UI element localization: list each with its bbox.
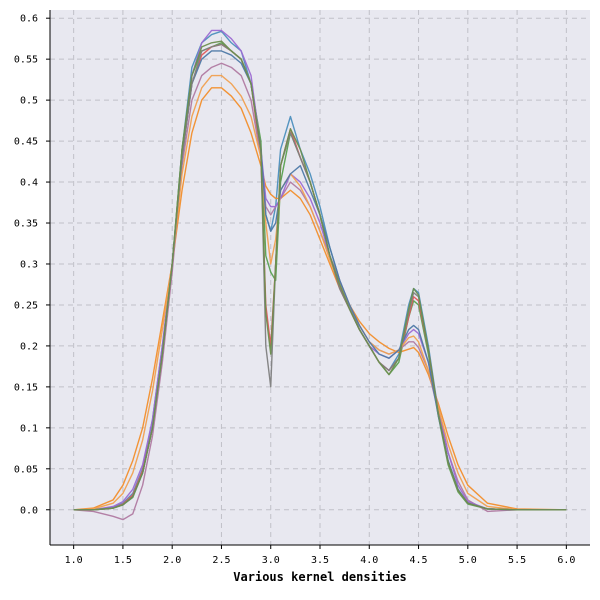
x-tick-label: 2.0 xyxy=(163,555,181,566)
series-line-2 xyxy=(73,87,567,511)
x-tick-label: 1.5 xyxy=(114,555,132,566)
y-tick-label: 0.4 xyxy=(20,178,38,189)
y-tick-label: 0.5 xyxy=(20,96,38,107)
x-tick-label: 1.0 xyxy=(65,555,83,566)
y-tick-labels: 0.0 0.05 0.1 0.15 0.2 0.25 0.3 0.35 0.4 0.45 0.5 0.… xyxy=(14,14,50,516)
y-tick-label: 0.1 xyxy=(20,423,38,434)
x-tick-labels: 1.0 1.5 2.0 2.5 3.0 3.5 4.0 4.5 5.0 5.5 6.0 xyxy=(65,545,575,566)
x-tick-label: 2.5 xyxy=(212,555,230,566)
grid-lines xyxy=(50,10,590,545)
y-tick-label: 0.55 xyxy=(14,55,38,66)
y-tick-label: 0.15 xyxy=(14,382,38,393)
x-axis-title: Various kernel densities xyxy=(233,570,406,584)
x-tick-label: 3.0 xyxy=(262,555,280,566)
y-tick-label: 0.3 xyxy=(20,259,38,270)
x-tick-label: 5.5 xyxy=(508,555,526,566)
y-tick-label: 0.2 xyxy=(20,341,38,352)
y-tick-label: 0.25 xyxy=(14,300,38,311)
y-tick-label: 0.45 xyxy=(14,137,38,148)
series-line-10 xyxy=(73,40,567,511)
x-tick-label: 5.0 xyxy=(459,555,477,566)
y-tick-label: 0.35 xyxy=(14,219,38,230)
y-tick-label: 0.0 xyxy=(20,505,38,516)
series-lines xyxy=(73,29,567,521)
x-tick-label: 6.0 xyxy=(557,555,575,566)
x-tick-label: 3.5 xyxy=(311,555,329,566)
y-tick-label: 0.6 xyxy=(20,14,38,25)
y-tick-label: 0.05 xyxy=(14,464,38,475)
x-tick-label: 4.5 xyxy=(410,555,428,566)
x-tick-label: 4.0 xyxy=(360,555,378,566)
